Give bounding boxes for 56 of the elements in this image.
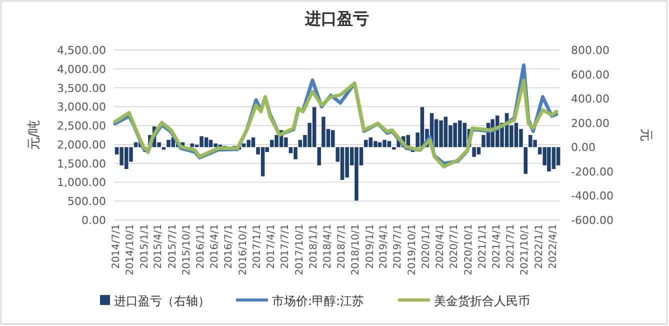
legend-label: 美金货折合人民币 — [434, 294, 530, 308]
x-tick-label: 2015/7/1 — [167, 224, 178, 269]
x-tick-label: 2014/7/1 — [110, 224, 122, 269]
x-tick-label: 2021/4/1 — [491, 224, 502, 269]
x-tick-label: 2020/10/1 — [463, 224, 474, 276]
y2-tick-label: -200.00 — [571, 165, 614, 178]
x-tick-label: 2018/4/1 — [322, 224, 334, 269]
y-tick-label: 3,500.00 — [57, 82, 106, 95]
x-tick-label: 2017/4/1 — [266, 224, 278, 269]
y-tick-label: 0.00 — [82, 214, 106, 227]
x-tick-label: 2021/10/1 — [520, 224, 531, 276]
y-tick-label: 500.00 — [68, 195, 106, 208]
x-tick-label: 2020/7/1 — [449, 224, 460, 269]
x-tick-label: 2019/10/1 — [406, 224, 418, 276]
y-tick-label: 1,000.00 — [57, 176, 106, 190]
x-tick-label: 2014/10/1 — [125, 224, 136, 276]
y-tick-label: 1,500.00 — [57, 157, 106, 170]
x-tick-label: 2021/7/1 — [506, 224, 517, 269]
x-tick-label: 2018/10/1 — [350, 224, 362, 276]
y-axis-title: 元/吨 — [27, 120, 42, 150]
x-tick-label: 2019/1/1 — [364, 224, 376, 269]
x-tick-label: 2016/7/1 — [224, 224, 235, 269]
y2-axis-title: 元 — [638, 128, 653, 142]
y2-tick-label: 200.00 — [571, 116, 610, 130]
x-tick-label: 2022/1/1 — [534, 224, 545, 269]
legend-label: 市场价:甲醇:江苏 — [272, 294, 364, 308]
x-tick-label: 2015/4/1 — [153, 224, 164, 269]
x-tick-label: 2018/1/1 — [308, 224, 320, 269]
y2-tick-label: 0.00 — [571, 141, 596, 154]
x-tick-label: 2015/1/1 — [139, 224, 150, 269]
x-tick-label: 2016/1/1 — [196, 224, 207, 269]
x-tick-label: 2016/4/1 — [210, 224, 221, 269]
x-tick-label: 2016/10/1 — [238, 224, 249, 276]
x-tick-label: 2017/7/1 — [280, 224, 292, 269]
y-tick-label: 4,000.00 — [57, 62, 106, 76]
y2-tick-label: 400.00 — [571, 92, 610, 106]
x-tick-label: 2018/7/1 — [336, 224, 348, 269]
legend-label: 进口盈亏（右轴） — [114, 294, 210, 308]
y2-tick-label: 600.00 — [571, 68, 610, 82]
y-tick-label: 4,500.00 — [57, 44, 106, 57]
x-tick-label: 2015/10/1 — [181, 224, 192, 276]
chart-title: 进口盈亏 — [304, 9, 369, 28]
x-tick-label: 2022/4/1 — [548, 224, 559, 269]
y2-tick-label: -600.00 — [571, 214, 614, 227]
y-tick-label: 2,000.00 — [57, 138, 106, 152]
y-tick-label: 2,500.00 — [57, 120, 106, 133]
y2-tick-label: -400.00 — [571, 190, 614, 203]
x-tick-label: 2020/1/1 — [421, 224, 432, 269]
x-tick-label: 2019/4/1 — [378, 224, 390, 269]
y2-tick-label: 800.00 — [571, 44, 610, 57]
x-tick-label: 2017/1/1 — [252, 224, 264, 269]
x-tick-label: 2020/4/1 — [435, 224, 446, 269]
x-tick-label: 2019/7/1 — [392, 224, 404, 269]
x-tick-label: 2017/10/1 — [294, 224, 306, 276]
x-tick-label: 2021/1/1 — [478, 224, 489, 269]
y-tick-label: 3,000.00 — [57, 100, 106, 114]
